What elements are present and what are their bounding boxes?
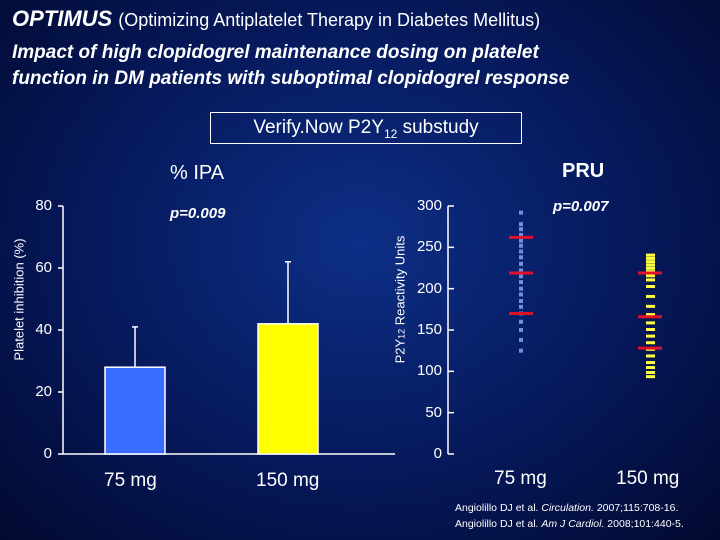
- pru-point-150mg: [646, 313, 655, 317]
- ipa-x-label-75: 75 mg: [104, 470, 157, 491]
- citation-1-journal: Circulation.: [541, 502, 594, 514]
- pru-y-tick-label: 0: [433, 445, 442, 462]
- pru-point-150mg: [646, 341, 655, 345]
- ipa-y-tick-label: 20: [35, 383, 52, 400]
- subtitle: Impact of high clopidogrel maintenance d…: [12, 40, 569, 92]
- pru-point-150mg: [646, 334, 655, 338]
- ipa-bar-75-mg: [104, 366, 166, 455]
- pru-y-tick-label: 300: [416, 197, 442, 214]
- ipa-y-tick-label: 80: [35, 197, 52, 214]
- pru-point-150mg: [646, 361, 655, 365]
- pru-point-75mg: [519, 210, 523, 215]
- title-expansion: (Optimizing Antiplatelet Therapy in Diab…: [118, 10, 541, 30]
- substudy-subscript: 12: [383, 127, 398, 141]
- pru-point-150mg: [646, 278, 655, 282]
- substudy-label-box: Verify.Now P2Y12 substudy: [210, 112, 522, 144]
- pru-y-tick-label: 50: [425, 403, 442, 421]
- pru-y-tick-label: 250: [416, 238, 442, 256]
- pru-point-75mg: [519, 304, 523, 309]
- pru-point-150mg: [646, 354, 655, 358]
- citation-1: Angiolillo DJ et al. Circulation. 2007;1…: [455, 502, 678, 514]
- substudy-suffix: substudy: [397, 117, 479, 138]
- subtitle-line-1: Impact of high clopidogrel maintenance d…: [12, 42, 539, 63]
- citation-2-authors: Angiolillo DJ et al.: [455, 518, 542, 530]
- pru-y-tick-label: 200: [416, 279, 442, 297]
- pru-y-tick-label: 100: [416, 362, 442, 380]
- pru-point-150mg: [646, 375, 655, 379]
- pru-point-75mg: [519, 274, 523, 279]
- citation-1-authors: Angiolillo DJ et al.: [455, 502, 542, 514]
- pru-point-150mg: [646, 266, 655, 270]
- pru-point-150mg: [646, 328, 655, 331]
- pru-point-150mg: [646, 285, 655, 289]
- citation-1-details: 2007;115:708-16.: [593, 502, 679, 514]
- pru-point-75mg: [519, 299, 523, 304]
- pru-point-75mg: [519, 227, 523, 232]
- pru-y-tick-label: 150: [416, 321, 442, 338]
- title: OPTIMUS (Optimizing Antiplatelet Therapy …: [12, 6, 540, 32]
- pru-point-150mg: [646, 370, 655, 374]
- title-acronym: OPTIMUS: [12, 6, 113, 31]
- pru-point-150mg: [646, 294, 655, 298]
- citation-2-details: 2008;101:440-5.: [604, 518, 684, 530]
- pru-point-75mg: [519, 249, 523, 254]
- pru-x-label-75: 75 mg: [494, 468, 547, 489]
- pru-point-75mg: [519, 232, 523, 237]
- subtitle-line-2: function in DM patients with suboptimal …: [12, 68, 570, 89]
- pru-point-75mg: [519, 268, 523, 273]
- pru-point-75mg: [519, 280, 523, 285]
- pru-point-75mg: [519, 292, 523, 297]
- substudy-label: Verify.Now P2Y: [253, 117, 384, 138]
- pru-p-value: p=0.007: [553, 198, 609, 215]
- pru-point-75mg: [519, 319, 523, 324]
- ipa-chart-title: % IPA: [170, 162, 225, 184]
- ipa-bar-150-mg: [257, 323, 319, 455]
- ipa-y-tick-label: 60: [35, 259, 52, 276]
- pru-point-150mg: [646, 304, 655, 308]
- pru-point-75mg: [519, 261, 523, 266]
- pru-point-75mg: [519, 238, 523, 243]
- pru-point-75mg: [519, 348, 523, 353]
- pru-point-150mg: [646, 274, 655, 278]
- ipa-x-label-150: 150 mg: [256, 470, 320, 491]
- pru-chart-title: PRU: [562, 160, 605, 182]
- pru-point-150mg: [646, 263, 655, 267]
- pru-x-label-150: 150 mg: [616, 468, 680, 489]
- citation-2-journal: Am J Cardiol.: [541, 518, 605, 530]
- pru-point-75mg: [519, 222, 523, 227]
- pru-point-150mg: [646, 260, 655, 264]
- pru-point-150mg: [646, 321, 655, 325]
- pru-point-150mg: [646, 253, 655, 257]
- citation-2: Angiolillo DJ et al. Am J Cardiol. 2008;…: [455, 518, 684, 530]
- pru-point-75mg: [519, 328, 523, 332]
- ipa-p-value: p=0.009: [170, 205, 226, 222]
- pru-point-75mg: [519, 255, 523, 260]
- pru-point-75mg: [519, 337, 523, 342]
- ipa-y-tick-label: 0: [43, 445, 52, 462]
- pru-point-150mg: [646, 366, 655, 370]
- ipa-y-tick-label: 40: [35, 321, 52, 338]
- pru-point-75mg: [519, 243, 523, 248]
- pru-point-75mg: [519, 286, 523, 291]
- pru-point-150mg: [646, 256, 655, 260]
